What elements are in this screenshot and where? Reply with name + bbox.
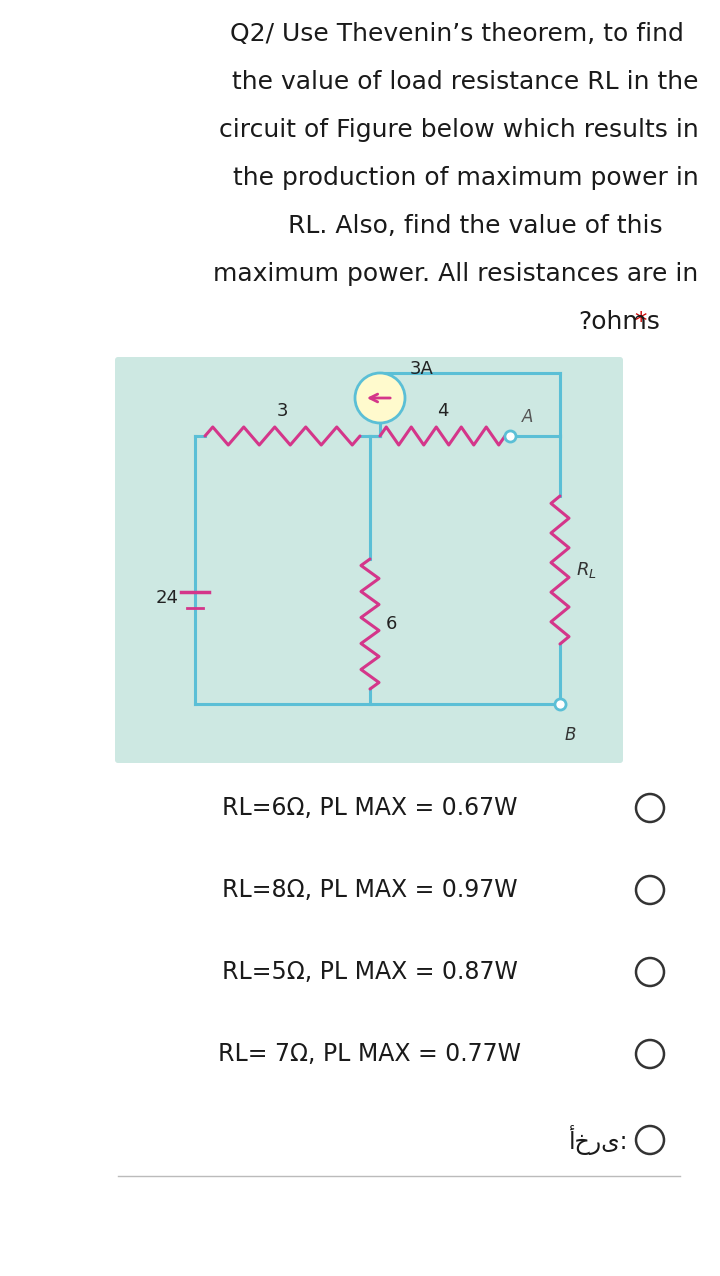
Text: ?ohms: ?ohms [579,310,660,334]
Text: RL=6Ω, PL MAX = 0.67W: RL=6Ω, PL MAX = 0.67W [222,796,518,820]
Text: circuit of Figure below which results in: circuit of Figure below which results in [219,117,698,142]
Text: maximum power. All resistances are in: maximum power. All resistances are in [213,262,698,286]
Text: Q2/ Use Thevenin’s theorem, to find: Q2/ Use Thevenin’s theorem, to find [230,22,684,46]
Text: 3: 3 [276,402,288,420]
Text: RL= 7Ω, PL MAX = 0.77W: RL= 7Ω, PL MAX = 0.77W [218,1042,521,1065]
Text: B: B [565,726,577,744]
Text: RL. Also, find the value of this: RL. Also, find the value of this [288,214,662,239]
Text: 24: 24 [156,590,179,607]
Text: أخرى:: أخرى: [569,1125,628,1155]
Text: RL=8Ω, PL MAX = 0.97W: RL=8Ω, PL MAX = 0.97W [222,878,518,902]
Text: the value of load resistance RL in the: the value of load resistance RL in the [232,70,698,94]
Text: RL=5Ω, PL MAX = 0.87W: RL=5Ω, PL MAX = 0.87W [222,960,518,984]
Text: A: A [522,408,534,426]
Text: $R_L$: $R_L$ [576,560,597,581]
Text: the production of maximum power in: the production of maximum power in [233,166,698,190]
Text: 4: 4 [437,402,449,420]
Text: 6: 6 [386,615,397,633]
Circle shape [355,373,405,424]
FancyBboxPatch shape [115,357,623,763]
Text: *: * [635,310,655,334]
Text: 3A: 3A [410,360,434,378]
